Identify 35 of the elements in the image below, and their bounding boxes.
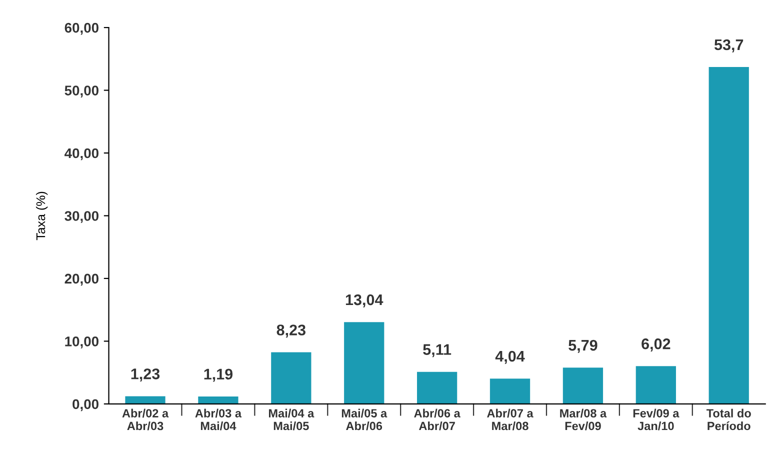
y-tick-label: 40,00 [64, 148, 98, 160]
x-tick-label: Fev/09 a Jan/10 [633, 408, 680, 430]
data-label: 1,23 [131, 368, 160, 382]
y-tick-label: 50,00 [64, 86, 98, 98]
y-tick-label: 30,00 [64, 211, 98, 223]
x-tick-label: Mai/05 a Abr/06 [342, 408, 388, 430]
bar [198, 396, 238, 404]
data-label: 4,04 [495, 350, 525, 364]
y-tick-label: 10,00 [65, 336, 98, 348]
bar [636, 366, 676, 404]
bar [344, 322, 384, 404]
bar [125, 396, 166, 404]
x-tick-label: Abr/06 a Abr/07 [414, 408, 460, 430]
y-tick-label: 60,00 [64, 22, 98, 35]
bar [271, 352, 312, 404]
x-tick-label: Abr/02 a Abr/03 [122, 408, 169, 430]
data-label: 53,7 [714, 39, 744, 52]
y-tick-label: 20,00 [64, 274, 98, 286]
data-label: 13,04 [346, 294, 384, 308]
x-tick-label: Total do Período [706, 408, 751, 430]
y-axis-title: Taxa (%) [36, 192, 48, 240]
data-label: 5,79 [568, 340, 598, 353]
x-tick-label: Abr/07 a Mar/08 [487, 408, 534, 430]
bar [417, 372, 458, 404]
x-tick-label: Mar/08 a Fev/09 [560, 408, 607, 430]
bar [490, 378, 530, 404]
data-label: 5,11 [423, 344, 452, 358]
data-label: 6,02 [642, 338, 670, 352]
x-tick-label: Mai/04 a Mai/05 [268, 408, 314, 430]
x-tick-label: Abr/03 a Mai/04 [195, 408, 242, 430]
data-label: 8,23 [276, 324, 306, 338]
bar [562, 368, 604, 404]
bar [708, 67, 749, 404]
data-label: 1,19 [204, 368, 233, 382]
y-tick-label: 0,00 [72, 399, 98, 412]
